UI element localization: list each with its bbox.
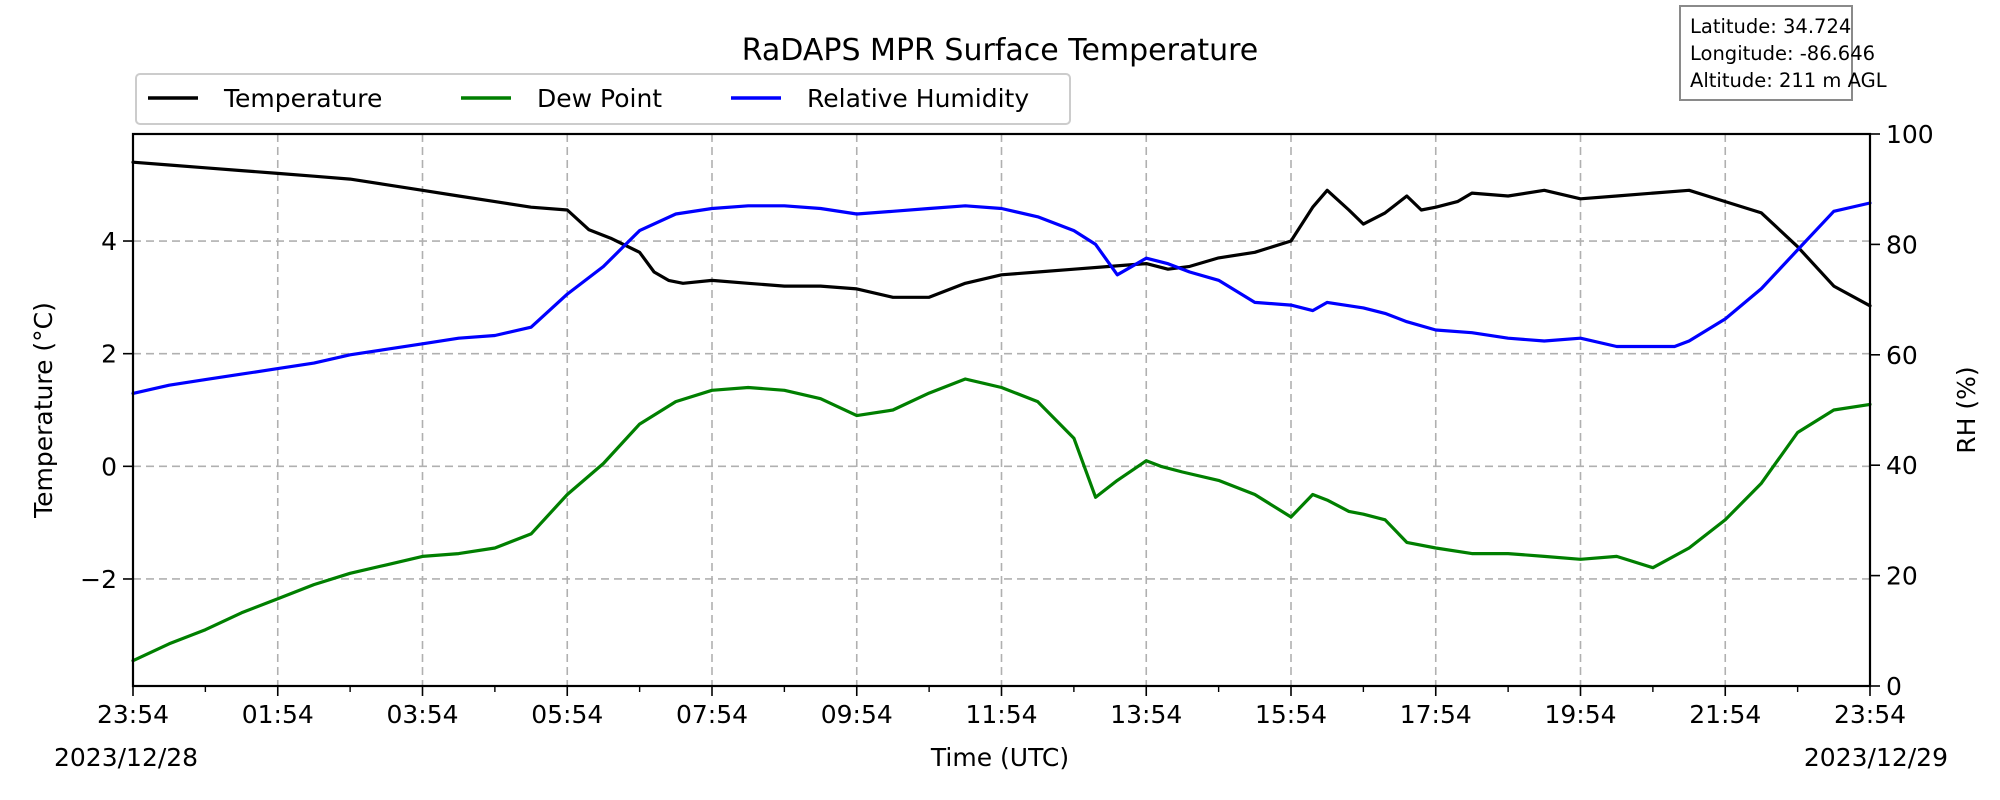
series-line-dew-point <box>131 377 1872 663</box>
x-tick-label: 03:54 <box>386 700 458 729</box>
y-axis-right-label: RH (%) <box>1952 366 1981 453</box>
x-end-date: 2023/12/29 <box>1804 743 1948 772</box>
y-right-tick-label: 40 <box>1886 451 1918 480</box>
x-start-date: 2023/12/28 <box>54 743 198 772</box>
x-tick-label: 05:54 <box>531 700 603 729</box>
x-tick-label: 23:54 <box>1834 700 1906 729</box>
legend: Temperature Dew Point Relative Humidity <box>135 73 1071 125</box>
x-axis-label: Time (UTC) <box>930 743 1069 772</box>
y-left-tick-label: 0 <box>101 452 117 481</box>
y-right-tick-label: 60 <box>1886 341 1918 370</box>
y-right-tick-label: 100 <box>1886 120 1934 149</box>
y-left-tick-label: 4 <box>101 227 117 256</box>
data-series <box>131 160 1872 663</box>
grid-lines <box>133 134 1870 686</box>
x-tick-label: 07:54 <box>676 700 748 729</box>
y-right-tick-label: 20 <box>1886 562 1918 591</box>
y-left-tick-label: −2 <box>80 565 117 594</box>
axis-ticks: 23:54 01:54 03:54 05:54 07:54 09:54 11:54 13:54… <box>80 120 1934 729</box>
station-info-box: Latitude: 34.724 Longitude: -86.646 Alti… <box>1679 5 1887 101</box>
y-left-tick-label: 2 <box>101 340 117 369</box>
x-tick-label: 13:54 <box>1110 700 1182 729</box>
x-tick-label: 23:54 <box>97 700 169 729</box>
x-tick-label: 17:54 <box>1400 700 1472 729</box>
x-tick-label: 11:54 <box>965 700 1037 729</box>
y-right-tick-label: 0 <box>1886 672 1902 701</box>
latitude-text: Latitude: 34.724 <box>1690 15 1852 38</box>
x-tick-label: 01:54 <box>242 700 314 729</box>
series-line-relative-humidity <box>131 201 1872 395</box>
legend-box <box>135 73 1071 125</box>
x-tick-label: 15:54 <box>1255 700 1327 729</box>
legend-label: Temperature <box>223 84 382 113</box>
chart-title: RaDAPS MPR Surface Temperature <box>742 33 1259 68</box>
altitude-text: Altitude: 211 m AGL <box>1690 69 1887 92</box>
y-axis-left-label: Temperature (°C) <box>29 302 58 519</box>
legend-label: Relative Humidity <box>807 84 1029 113</box>
series-line-temperature <box>131 160 1872 308</box>
x-tick-label: 19:54 <box>1544 700 1616 729</box>
x-tick-label: 21:54 <box>1689 700 1761 729</box>
x-tick-label: 09:54 <box>821 700 893 729</box>
y-right-tick-label: 80 <box>1886 230 1918 259</box>
longitude-text: Longitude: -86.646 <box>1690 42 1876 65</box>
legend-label: Dew Point <box>537 84 662 113</box>
